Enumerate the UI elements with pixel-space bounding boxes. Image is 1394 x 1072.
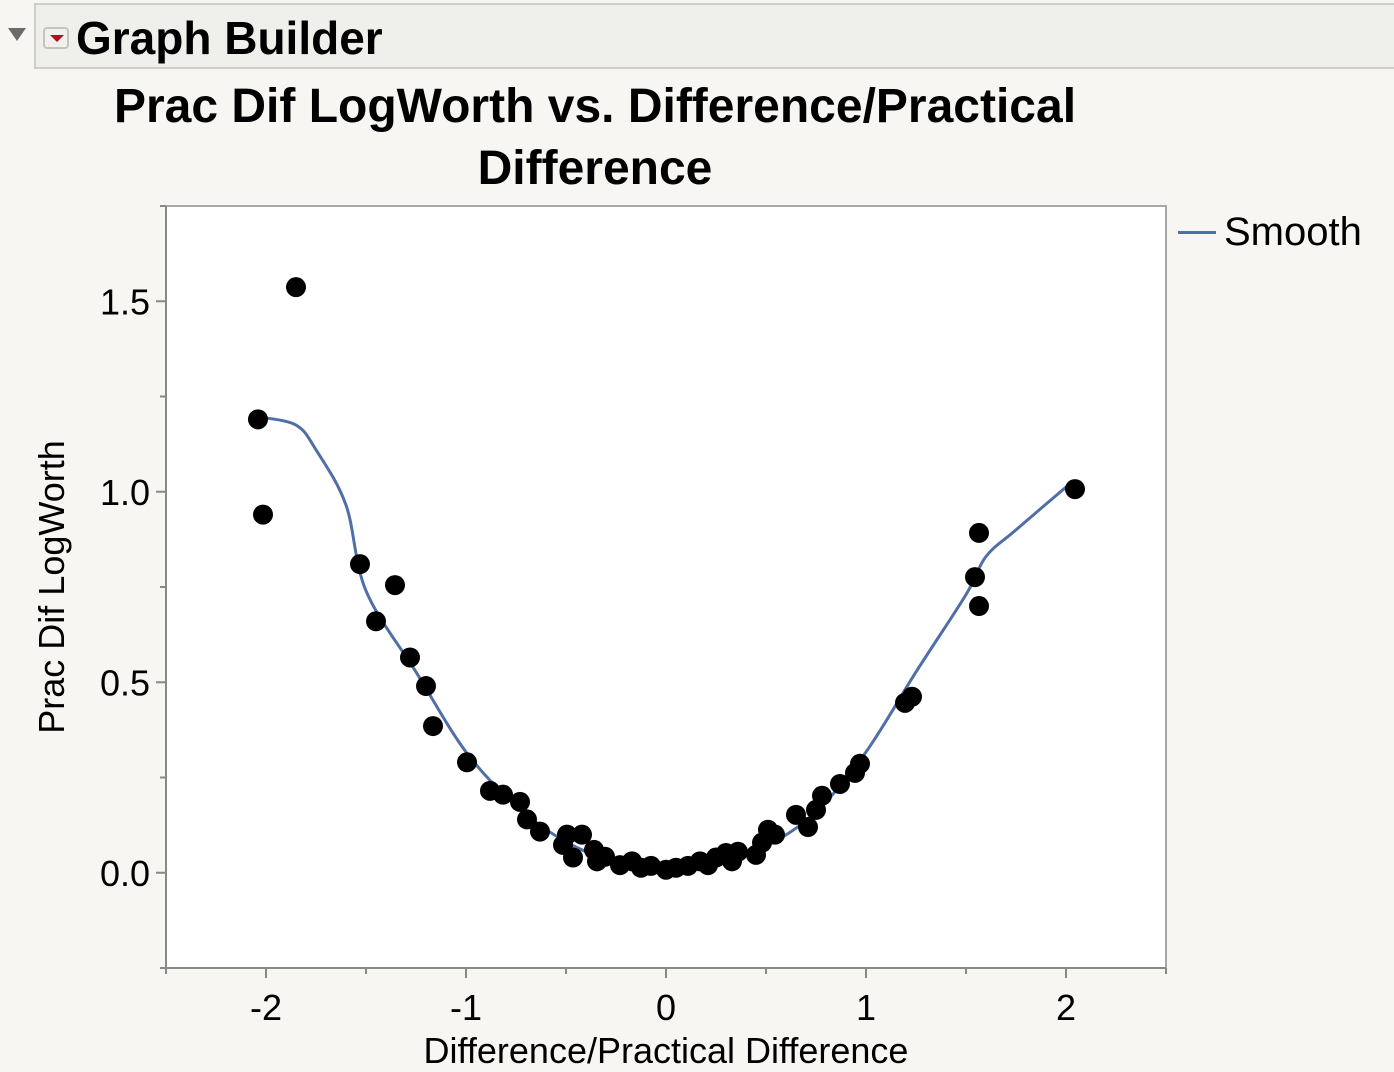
data-point bbox=[248, 409, 268, 430]
x-tick-label: 1 bbox=[856, 987, 876, 1028]
header-title: Graph Builder bbox=[76, 12, 383, 64]
x-tick-label: 2 bbox=[1056, 987, 1076, 1028]
legend: Smooth bbox=[1178, 210, 1362, 255]
data-point bbox=[563, 847, 583, 868]
data-point bbox=[572, 824, 592, 845]
data-point bbox=[530, 821, 550, 842]
data-point bbox=[510, 791, 530, 812]
data-point bbox=[457, 752, 477, 773]
x-axis-label: Difference/Practical Difference bbox=[424, 1030, 909, 1071]
x-tick-label: -2 bbox=[250, 987, 282, 1028]
y-axis-label: Prac Dif LogWorth bbox=[31, 440, 72, 733]
data-point bbox=[595, 846, 615, 867]
legend-smooth-label: Smooth bbox=[1224, 210, 1362, 254]
data-point bbox=[850, 753, 870, 774]
data-point bbox=[493, 784, 513, 805]
data-point bbox=[969, 596, 989, 617]
data-point bbox=[350, 554, 370, 575]
data-point bbox=[965, 567, 985, 588]
y-tick-label: 1.0 bbox=[100, 472, 150, 513]
data-point bbox=[902, 686, 922, 707]
data-point bbox=[798, 817, 818, 838]
data-point bbox=[765, 824, 785, 845]
data-point bbox=[830, 773, 850, 794]
data-point bbox=[812, 785, 832, 806]
data-point bbox=[786, 804, 806, 825]
data-point bbox=[253, 504, 273, 525]
data-point bbox=[400, 647, 420, 668]
data-point bbox=[366, 611, 386, 632]
data-point bbox=[557, 824, 577, 845]
y-tick-label: 0.0 bbox=[100, 853, 150, 894]
y-tick-label: 1.5 bbox=[100, 281, 150, 322]
data-point bbox=[517, 809, 537, 830]
data-point bbox=[286, 277, 306, 298]
data-point bbox=[969, 522, 989, 543]
outline-disclosure-icon[interactable] bbox=[8, 28, 26, 41]
plot-area bbox=[165, 205, 1167, 969]
data-point bbox=[1065, 479, 1085, 500]
data-point bbox=[423, 716, 443, 737]
data-point bbox=[641, 855, 661, 876]
x-tick-label: 0 bbox=[656, 987, 676, 1028]
chart-title: Prac Dif LogWorth vs. Difference/Practic… bbox=[113, 80, 1077, 195]
graph-builder-header: Graph Builder bbox=[34, 3, 1394, 69]
red-triangle-menu-icon[interactable] bbox=[43, 27, 69, 49]
data-point bbox=[416, 676, 436, 697]
x-tick-label: -1 bbox=[450, 987, 482, 1028]
y-tick-label: 0.5 bbox=[100, 662, 150, 703]
data-point bbox=[385, 575, 405, 596]
legend-smooth-swatch bbox=[1178, 231, 1216, 234]
data-point bbox=[728, 841, 748, 862]
